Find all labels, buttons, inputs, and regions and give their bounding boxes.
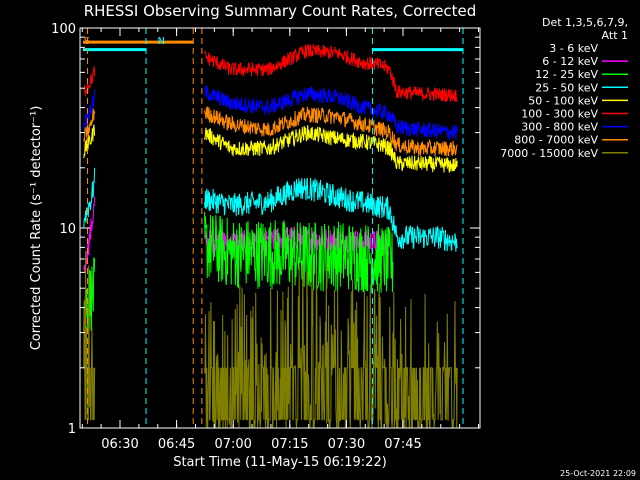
x-tick-label-0715: 07:15: [271, 437, 308, 452]
x-tick-label-0730: 07:30: [328, 437, 365, 452]
series-100-300-pre-gap-line: [83, 66, 96, 96]
flag-annotation-s: S: [84, 36, 90, 47]
x-tick-label-0645: 06:45: [158, 437, 195, 452]
y-axis-label: Corrected Count Rate (s⁻¹ detector⁻¹): [29, 106, 44, 351]
series-800-7000-kev: [83, 106, 458, 157]
legend-label-100-300-kev: 100 - 300 keV: [521, 108, 598, 121]
y-tick-label-100: 100: [51, 22, 76, 37]
y-tick-label-10: 10: [59, 222, 76, 237]
series-300-800-pre-gap-line: [83, 89, 96, 133]
x-tick-label-0700: 07:00: [214, 437, 251, 452]
legend-label-300-800-kev: 300 - 800 keV: [521, 121, 598, 134]
series-layer: [83, 44, 458, 428]
axis-layer: 06:30 06:45 07:00 07:15 07:30 07:45 1 10 100: [51, 22, 480, 452]
series-25-50-kev: [83, 167, 458, 252]
legend-label-6-12-kev: 6 - 12 keV: [542, 55, 598, 68]
legend-label-3-6-kev: 3 - 6 keV: [549, 42, 598, 55]
x-axis-label: Start Time (11-May-15 06:19:22): [173, 455, 387, 470]
series-50-100-pre-gap-line: [83, 124, 96, 159]
series-7000-15000-kev: [83, 250, 458, 428]
series-50-100-kev: [83, 124, 458, 174]
flag-annotation-n: N: [157, 36, 164, 47]
series-25-50-pre-gap-line: [83, 167, 96, 228]
series-3-6-pre-gap-line: [83, 165, 96, 267]
series-100-300-kev: [83, 44, 458, 103]
legend-label-50-100-kev: 50 - 100 keV: [528, 94, 598, 107]
series-800-7000-post-gap-line: [204, 106, 458, 157]
series-100-300-post-gap-line: [204, 44, 458, 103]
footer-timestamp: 25-Oct-2021 22:09: [560, 469, 636, 478]
y-tick-label-1: 1: [68, 422, 76, 437]
legend-header-line-2: Att 1: [602, 29, 628, 42]
legend-label-7000-15000-kev: 7000 - 15000 keV: [500, 147, 598, 160]
legend-label-800-7000-kev: 800 - 7000 keV: [514, 134, 598, 147]
series-300-800-kev: [83, 85, 458, 140]
series-800-7000-pre-gap-line: [83, 108, 96, 142]
series-7000-15000-post-gap-line: [204, 262, 458, 428]
x-tick-label-0630: 06:30: [101, 437, 138, 452]
series-300-800-post-gap-line: [204, 85, 458, 140]
legend-label-12-25-kev: 12 - 25 keV: [535, 68, 598, 81]
series-25-50-post-gap-line: [204, 177, 458, 252]
series-7000-15000-pre-gap-line: [83, 250, 96, 421]
legend-label-25-50-kev: 25 - 50 keV: [535, 81, 598, 94]
series-50-100-post-gap-line: [204, 125, 458, 174]
legend-header-line-1: Det 1,3,5,6,7,9,: [542, 16, 628, 29]
chart-title: RHESSI Observing Summary Count Rates, Co…: [84, 2, 477, 20]
x-tick-label-0745: 07:45: [384, 437, 421, 452]
